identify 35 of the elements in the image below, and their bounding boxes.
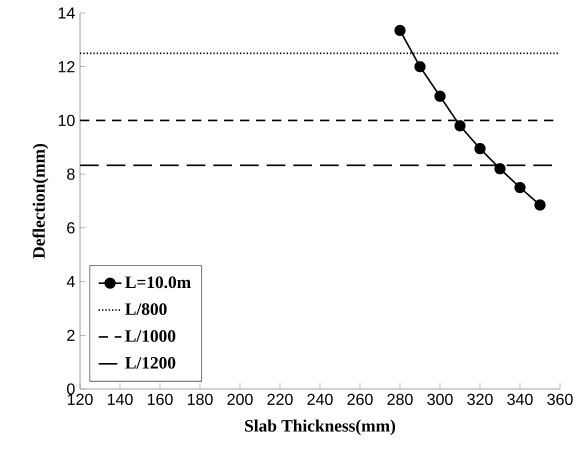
- y-tick-label: 6: [67, 222, 75, 234]
- y-tick-label: 14: [58, 7, 75, 18]
- y-tick-label: 4: [66, 276, 75, 288]
- legend-label: L/1000: [125, 330, 176, 342]
- x-tick-label: 160: [148, 394, 173, 406]
- x-tick-label: 180: [188, 394, 213, 406]
- point: [534, 199, 546, 211]
- x-tick-label: 360: [547, 394, 573, 406]
- point: [394, 24, 406, 36]
- x-tick-label: 320: [467, 394, 493, 406]
- point: [454, 120, 466, 132]
- y-tick-label: 2: [67, 330, 74, 341]
- point: [474, 143, 486, 154]
- x-tick-label: 120: [68, 394, 93, 406]
- point: [514, 182, 526, 194]
- point: [494, 163, 506, 174]
- x-tick-label: 220: [267, 394, 293, 406]
- x-tick-label: 200: [227, 394, 253, 406]
- x-tick-label: 280: [387, 394, 413, 406]
- y-tick-label: 10: [58, 114, 75, 126]
- x-tick-label: 140: [108, 394, 133, 406]
- y-axis-title: Deflection(mm): [32, 144, 48, 258]
- x-axis-title: Slab Thickness(mm): [245, 420, 396, 436]
- x-tick-label: 340: [507, 394, 533, 406]
- legend-label: L/800: [125, 303, 167, 315]
- x-tick-label: 240: [307, 394, 333, 406]
- legend-label: L=10.0m: [125, 276, 191, 288]
- legend-label: L/1200: [125, 357, 176, 369]
- x-tick-label: 300: [427, 394, 453, 406]
- y-tick-label: 12: [58, 61, 74, 72]
- y-tick-label: 0: [67, 383, 75, 395]
- y-tick-label: 8: [67, 168, 75, 180]
- point: [434, 90, 446, 102]
- x-tick-label: 260: [347, 394, 373, 406]
- point: [414, 61, 426, 72]
